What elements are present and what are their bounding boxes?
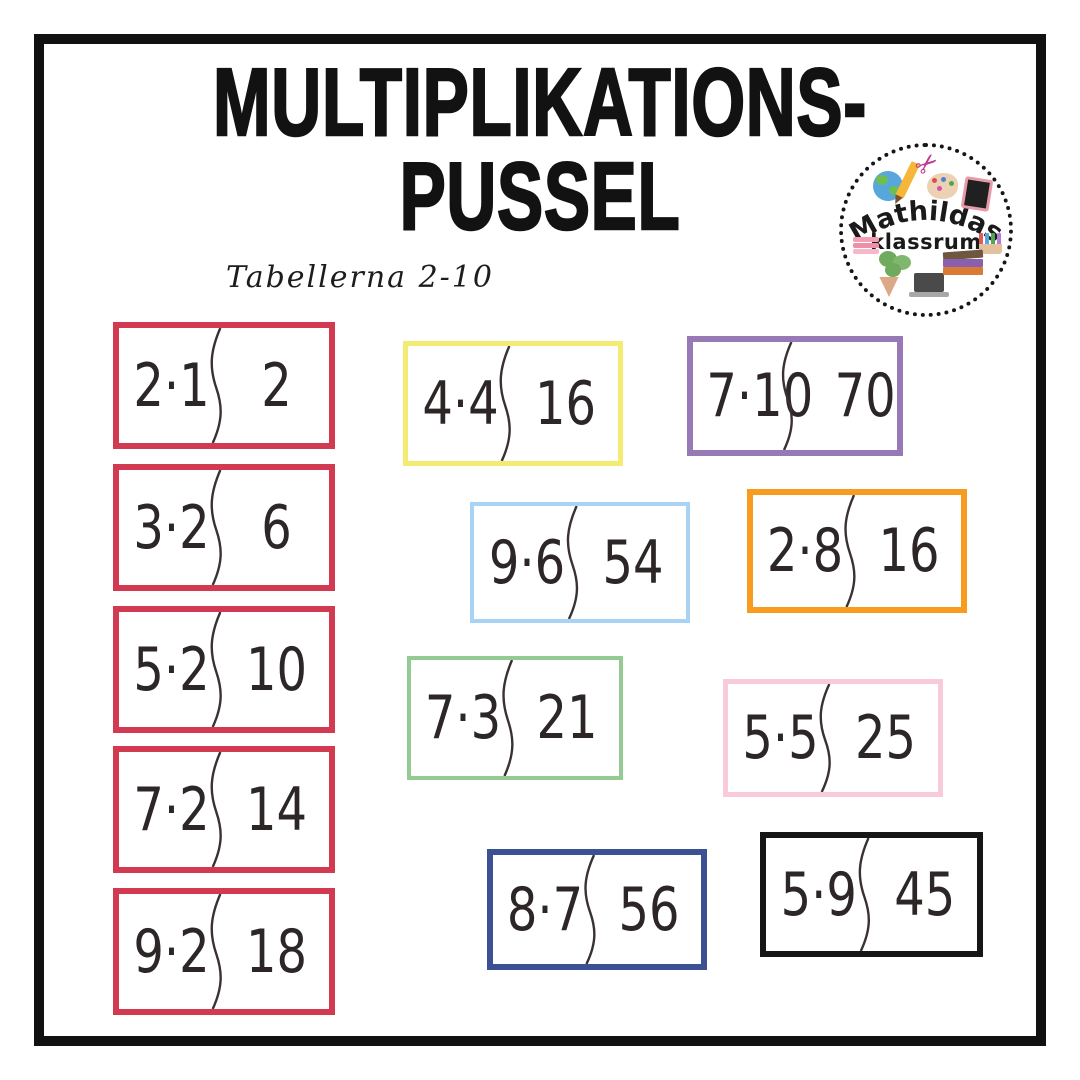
card-answer: 70 — [834, 361, 896, 431]
card-answer: 14 — [245, 774, 308, 845]
card-problem: 7·10 — [706, 361, 814, 431]
card-answer: 21 — [536, 683, 598, 753]
card-problem: 9·6 — [488, 527, 566, 598]
card-answer: 2 — [261, 350, 292, 421]
card-answer: 6 — [261, 492, 292, 563]
card-problem: 5·2 — [133, 634, 210, 705]
puzzle-card-navy-8x7[interactable]: 8·7 56 — [487, 849, 707, 970]
card-problem: 8·7 — [506, 874, 584, 945]
puzzle-card-red-9x2[interactable]: 9·2 18 — [113, 888, 335, 1015]
card-problem: 9·2 — [133, 916, 210, 987]
card-answer: 10 — [245, 634, 308, 705]
page-title: MULTIPLIKATIONS- PUSSEL — [60, 49, 1020, 251]
books-icon — [942, 249, 985, 277]
card-answer: 56 — [618, 874, 680, 945]
puzzle-card-pink-5x5[interactable]: 5·5 25 — [723, 679, 943, 797]
page-title-line1: MULTIPLIKATIONS- — [212, 49, 867, 156]
mathildas-klassrum-logo: Mathildas klassrum ✂ — [839, 143, 1013, 317]
puzzle-card-black-5x9[interactable]: 5·9 45 — [760, 832, 983, 957]
puzzle-card-red-2x1[interactable]: 2·1 2 — [113, 322, 335, 449]
crayons-icon — [853, 237, 879, 255]
card-problem: 7·2 — [133, 774, 210, 845]
crayon-cup-icon — [979, 233, 1003, 255]
puzzle-card-purple-7x10[interactable]: 7·10 70 — [687, 336, 903, 456]
card-problem: 5·5 — [742, 703, 819, 773]
puzzle-card-green-7x3[interactable]: 7·3 21 — [407, 656, 623, 780]
plant-icon — [877, 251, 913, 301]
card-answer: 16 — [878, 516, 940, 586]
card-answer: 16 — [534, 368, 597, 439]
page-title-line2: PUSSEL — [399, 143, 681, 251]
chalkboard-icon — [960, 176, 994, 212]
card-answer: 54 — [602, 527, 664, 598]
card-problem: 2·8 — [766, 516, 844, 586]
card-answer: 45 — [893, 859, 955, 930]
card-problem: 7·3 — [424, 683, 502, 753]
puzzle-card-blue-9x6[interactable]: 9·6 54 — [470, 502, 690, 623]
card-answer: 18 — [245, 916, 308, 987]
card-problem: 2·1 — [133, 350, 210, 421]
puzzle-card-yellow-4x4[interactable]: 4·4 16 — [403, 341, 623, 466]
card-problem: 5·9 — [780, 859, 857, 930]
puzzle-card-red-7x2[interactable]: 7·2 14 — [113, 746, 335, 873]
card-answer: 25 — [854, 703, 917, 773]
page-subtitle: Tabellerna 2-10 — [226, 260, 494, 295]
card-problem: 4·4 — [422, 368, 499, 439]
puzzle-card-orange-2x8[interactable]: 2·8 16 — [747, 489, 967, 613]
puzzle-card-red-5x2[interactable]: 5·2 10 — [113, 606, 335, 733]
palette-icon — [927, 173, 958, 199]
puzzle-card-red-3x2[interactable]: 3·2 6 — [113, 464, 335, 591]
laptop-icon — [909, 273, 949, 299]
card-problem: 3·2 — [133, 492, 210, 563]
